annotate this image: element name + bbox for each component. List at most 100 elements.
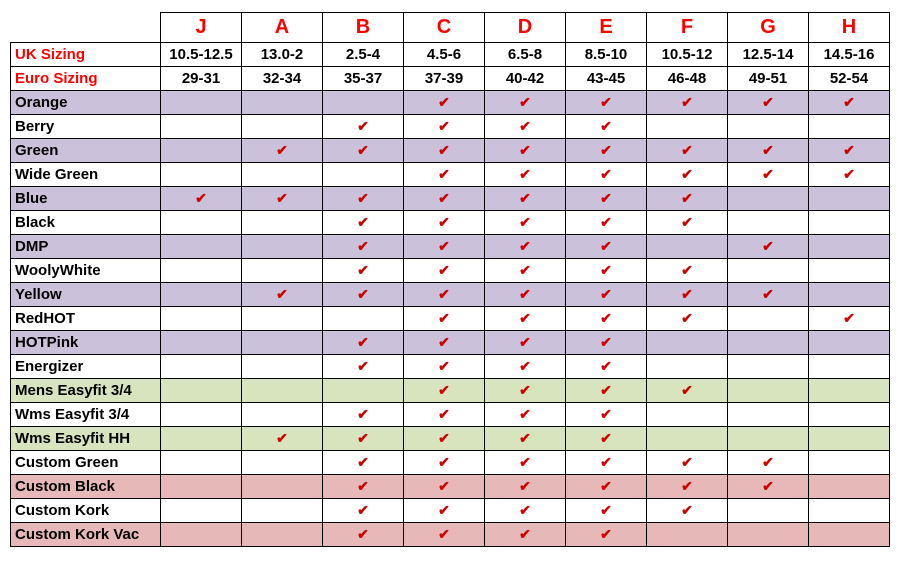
table-row: Orange ✔ ✔ ✔ ✔ ✔ ✔ <box>10 90 890 115</box>
table-row: DMP ✔ ✔ ✔ ✔ ✔ <box>10 234 890 259</box>
empty-cell <box>727 426 809 451</box>
check-cell: ✔ <box>565 354 647 379</box>
row-label: Custom Kork <box>10 498 161 523</box>
check-cell: ✔ <box>403 306 485 331</box>
empty-cell <box>646 522 728 547</box>
check-cell: ✔ <box>241 282 323 307</box>
empty-cell <box>241 450 323 475</box>
empty-cell <box>160 402 242 427</box>
check-cell: ✔ <box>403 90 485 115</box>
euro-size-cell: 43-45 <box>565 66 647 91</box>
check-cell: ✔ <box>403 162 485 187</box>
euro-sizing-row: Euro Sizing 29-31 32-34 35-37 37-39 40-42 43-… <box>10 66 890 91</box>
row-label: Wide Green <box>10 162 161 187</box>
check-cell: ✔ <box>484 114 566 139</box>
euro-size-cell: 46-48 <box>646 66 728 91</box>
check-cell: ✔ <box>808 306 890 331</box>
empty-cell <box>241 114 323 139</box>
table-row: Black ✔ ✔ ✔ ✔ ✔ <box>10 210 890 235</box>
check-cell: ✔ <box>484 498 566 523</box>
check-cell: ✔ <box>484 378 566 403</box>
row-label: Custom Black <box>10 474 161 499</box>
empty-cell <box>808 498 890 523</box>
check-cell: ✔ <box>484 234 566 259</box>
check-cell: ✔ <box>403 450 485 475</box>
empty-cell <box>160 138 242 163</box>
check-cell: ✔ <box>403 498 485 523</box>
check-cell: ✔ <box>727 282 809 307</box>
empty-cell <box>808 450 890 475</box>
empty-cell <box>727 522 809 547</box>
check-cell: ✔ <box>403 330 485 355</box>
euro-size-cell: 37-39 <box>403 66 485 91</box>
empty-cell <box>160 114 242 139</box>
column-letter: G <box>727 12 809 43</box>
table-row: Yellow ✔ ✔ ✔ ✔ ✔ ✔ ✔ <box>10 282 890 307</box>
check-cell: ✔ <box>565 402 647 427</box>
empty-cell <box>241 498 323 523</box>
empty-cell <box>241 90 323 115</box>
check-cell: ✔ <box>565 522 647 547</box>
empty-cell <box>322 90 404 115</box>
check-cell: ✔ <box>322 186 404 211</box>
uk-size-cell: 8.5-10 <box>565 42 647 67</box>
empty-cell <box>241 402 323 427</box>
row-label: RedHOT <box>10 306 161 331</box>
table-row: Wide Green ✔ ✔ ✔ ✔ ✔ ✔ <box>10 162 890 187</box>
table-row: Custom Kork ✔ ✔ ✔ ✔ ✔ <box>10 498 890 523</box>
empty-cell <box>160 426 242 451</box>
row-label: Berry <box>10 114 161 139</box>
empty-cell <box>808 522 890 547</box>
check-cell: ✔ <box>484 258 566 283</box>
empty-cell <box>160 330 242 355</box>
check-cell: ✔ <box>403 210 485 235</box>
table-row: Wms Easyfit HH ✔ ✔ ✔ ✔ ✔ <box>10 426 890 451</box>
empty-cell <box>160 282 242 307</box>
check-cell: ✔ <box>646 162 728 187</box>
empty-cell <box>808 474 890 499</box>
column-letter: D <box>484 12 566 43</box>
check-cell: ✔ <box>322 282 404 307</box>
check-cell: ✔ <box>484 330 566 355</box>
check-cell: ✔ <box>484 162 566 187</box>
check-cell: ✔ <box>322 498 404 523</box>
empty-cell <box>646 114 728 139</box>
column-letter: B <box>322 12 404 43</box>
uk-size-cell: 12.5-14 <box>727 42 809 67</box>
check-cell: ✔ <box>565 186 647 211</box>
check-cell: ✔ <box>484 306 566 331</box>
check-cell: ✔ <box>403 186 485 211</box>
check-cell: ✔ <box>241 426 323 451</box>
check-cell: ✔ <box>808 162 890 187</box>
table-row: Energizer ✔ ✔ ✔ ✔ <box>10 354 890 379</box>
check-cell: ✔ <box>484 210 566 235</box>
uk-size-cell: 6.5-8 <box>484 42 566 67</box>
check-cell: ✔ <box>403 258 485 283</box>
check-cell: ✔ <box>565 234 647 259</box>
empty-cell <box>646 330 728 355</box>
check-cell: ✔ <box>565 258 647 283</box>
euro-size-cell: 49-51 <box>727 66 809 91</box>
empty-cell <box>241 522 323 547</box>
uk-size-cell: 4.5-6 <box>403 42 485 67</box>
check-cell: ✔ <box>646 450 728 475</box>
check-cell: ✔ <box>484 450 566 475</box>
empty-cell <box>727 306 809 331</box>
table-row: Mens Easyfit 3/4 ✔ ✔ ✔ ✔ <box>10 378 890 403</box>
check-cell: ✔ <box>484 426 566 451</box>
empty-cell <box>241 474 323 499</box>
check-cell: ✔ <box>808 138 890 163</box>
check-cell: ✔ <box>565 210 647 235</box>
empty-cell <box>808 354 890 379</box>
check-cell: ✔ <box>403 426 485 451</box>
check-cell: ✔ <box>565 282 647 307</box>
check-cell: ✔ <box>484 354 566 379</box>
empty-cell <box>160 258 242 283</box>
euro-size-cell: 29-31 <box>160 66 242 91</box>
empty-cell <box>808 210 890 235</box>
row-label: Wms Easyfit 3/4 <box>10 402 161 427</box>
empty-cell <box>160 474 242 499</box>
check-cell: ✔ <box>727 450 809 475</box>
